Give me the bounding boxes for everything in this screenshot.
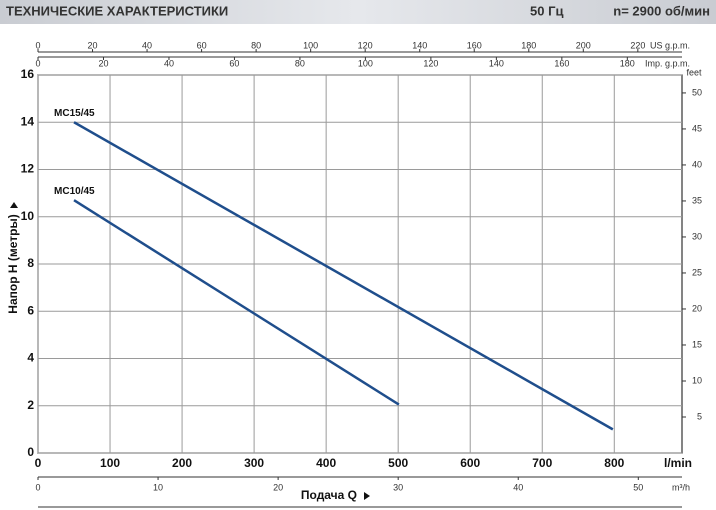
header-bar [0, 0, 716, 24]
series-line [73, 199, 400, 406]
secondary-tick-label: 180 [620, 58, 635, 68]
secondary-tick-label: 100 [303, 40, 318, 50]
x-tick-label: 200 [172, 456, 192, 470]
y-tick-label: 10 [21, 209, 35, 223]
x-arrow [364, 492, 370, 500]
secondary-tick-label: 20 [273, 482, 283, 492]
secondary-tick-label: 50 [633, 482, 643, 492]
series-label: MC10/45 [54, 186, 95, 197]
secondary-tick-label: 160 [467, 40, 482, 50]
y-tick-label: 2 [27, 398, 34, 412]
right-tick-label: 40 [692, 159, 702, 169]
secondary-tick-label: 160 [554, 58, 569, 68]
secondary-tick-label: 0 [35, 40, 40, 50]
secondary-tick-label: 40 [164, 58, 174, 68]
series-line [73, 121, 614, 431]
secondary-tick-label: 120 [423, 58, 438, 68]
y-tick-label: 6 [27, 303, 34, 317]
y-tick-label: 14 [21, 114, 35, 128]
header-title: ТЕХНИЧЕСКИЕ ХАРАКТЕРИСТИКИ [6, 3, 228, 18]
secondary-tick-label: 20 [98, 58, 108, 68]
secondary-tick-label: 20 [88, 40, 98, 50]
series-label: MC15/45 [54, 108, 95, 119]
right-tick-label: 15 [692, 339, 702, 349]
y-tick-label: 0 [27, 445, 34, 459]
y-tick-label: 12 [21, 162, 35, 176]
secondary-tick-label: 100 [358, 58, 373, 68]
secondary-tick-label: 60 [229, 58, 239, 68]
secondary-tick-label: 40 [142, 40, 152, 50]
secondary-tick-label: 200 [576, 40, 591, 50]
y-tick-label: 16 [21, 67, 35, 81]
right-tick-label: 5 [697, 411, 702, 421]
secondary-tick-label: 120 [358, 40, 373, 50]
header-speed: n= 2900 об/мин [613, 3, 710, 18]
secondary-tick-label: 80 [295, 58, 305, 68]
secondary-tick-label: 220 [630, 40, 645, 50]
x-tick-label: 600 [460, 456, 480, 470]
x-tick-label: 0 [35, 456, 42, 470]
x-tick-label: 400 [316, 456, 336, 470]
right-tick-label: 45 [692, 123, 702, 133]
x-tick-label: 800 [604, 456, 624, 470]
right-tick-label: 10 [692, 375, 702, 385]
secondary-axis-label: m³/h [672, 482, 690, 492]
secondary-tick-label: 0 [35, 58, 40, 68]
secondary-tick-label: 140 [489, 58, 504, 68]
header-frequency: 50 Гц [530, 3, 563, 18]
x-axis-label: Подача Q [301, 488, 357, 502]
x-tick-label: 500 [388, 456, 408, 470]
secondary-tick-label: 60 [197, 40, 207, 50]
secondary-tick-label: 140 [412, 40, 427, 50]
secondary-tick-label: 30 [393, 482, 403, 492]
x-tick-label: 100 [100, 456, 120, 470]
y-tick-label: 4 [27, 351, 34, 365]
secondary-tick-label: 10 [153, 482, 163, 492]
x-tick-label: 700 [532, 456, 552, 470]
secondary-tick-label: 40 [513, 482, 523, 492]
secondary-axis-label: Imp. g.p.m. [645, 58, 690, 68]
y-axis-label: Напор H (метры) [6, 214, 20, 313]
secondary-tick-label: 180 [521, 40, 536, 50]
right-axis-label: feet [686, 67, 702, 77]
secondary-tick-label: 80 [251, 40, 261, 50]
x-tick-label: 300 [244, 456, 264, 470]
right-tick-label: 50 [692, 87, 702, 97]
right-tick-label: 30 [692, 231, 702, 241]
right-tick-label: 25 [692, 267, 702, 277]
right-tick-label: 20 [692, 303, 702, 313]
secondary-tick-label: 0 [35, 482, 40, 492]
secondary-axis-label: US g.p.m. [650, 40, 690, 50]
y-arrow [10, 202, 18, 208]
x-unit: l/min [664, 456, 692, 470]
y-tick-label: 8 [27, 256, 34, 270]
right-tick-label: 35 [692, 195, 702, 205]
